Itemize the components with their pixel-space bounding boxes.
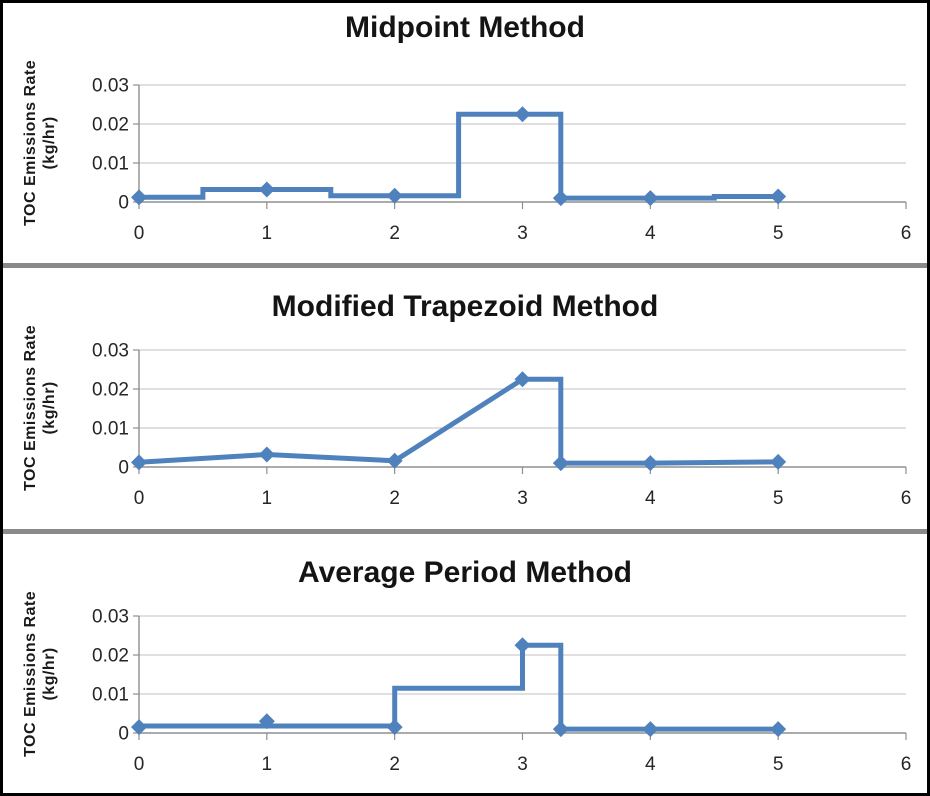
x-tick-label: 0 [134,223,145,244]
x-tick-label: 1 [262,754,273,775]
y-tick-label: 0.03 [92,341,129,362]
chart-title-average-period: Average Period Method [298,556,632,589]
x-tick-label: 4 [645,488,656,509]
data-point-marker [642,190,659,207]
data-point-marker [386,452,403,469]
data-point-marker [258,713,275,730]
data-point-marker [514,371,531,388]
data-point-marker [514,106,531,123]
panel-separator [3,529,927,534]
y-tick-label: 0.03 [92,607,129,628]
data-series-line [139,642,779,732]
x-tick-label: 1 [262,488,273,509]
chart-title-midpoint: Midpoint Method [345,11,585,44]
y-tick-label: 0.02 [92,115,129,136]
x-tick-label: 4 [645,754,656,775]
data-point-marker [131,189,147,206]
y-tick-label: 0.01 [92,419,129,440]
data-point-marker [258,181,275,198]
data-point-marker [386,719,403,736]
x-tick-label: 3 [517,488,528,509]
data-point-marker [770,188,787,205]
plot-area-midpoint: 0 0.01 0.02 0.03 0 1 2 3 4 5 6 [92,76,912,245]
chart-title-modified-trapezoid: Modified Trapezoid Method [271,290,659,323]
x-tick-label: 3 [517,754,528,775]
data-point-marker [770,721,787,738]
data-point-marker [770,453,787,470]
x-tick-label: 3 [517,223,528,244]
data-point-marker [514,637,531,654]
x-tick-label: 2 [389,754,400,775]
x-tick-label: 0 [134,754,145,775]
x-tick-label: 6 [901,754,912,775]
y-tick-label: 0 [118,193,129,214]
data-point-marker [552,190,569,207]
x-tick-label: 0 [134,488,145,509]
x-tick-label: 5 [773,223,784,244]
y-tick-label: 0.02 [92,646,129,667]
plot-area-modified-trapezoid: 0 0.01 0.02 0.03 0 1 2 3 4 5 6 [92,341,912,510]
data-series-line [138,376,779,466]
data-point-marker [552,455,569,472]
y-tick-label: 0.02 [92,380,129,401]
x-tick-label: 2 [389,488,400,509]
data-point-marker [386,187,403,204]
x-tick-label: 2 [389,223,400,244]
y-tick-label: 0.01 [92,154,129,175]
data-point-marker [642,721,659,738]
data-series-line [139,111,779,201]
x-tick-label: 4 [645,223,656,244]
data-point-marker [552,721,569,738]
y-tick-label: 0.01 [92,685,129,706]
data-point-marker [131,719,147,736]
data-point-marker [642,455,659,472]
y-tick-label: 0 [118,724,129,745]
x-tick-label: 5 [773,488,784,509]
x-tick-label: 6 [901,223,912,244]
panel-separator [3,263,927,268]
x-tick-label: 6 [901,488,912,509]
data-point-marker [258,446,275,463]
chart-panel-modified-trapezoid: Modified Trapezoid Method TOC Emissions … [3,268,927,529]
chart-panel-average-period: Average Period Method TOC Emissions Rate… [3,534,927,793]
x-tick-label: 5 [773,754,784,775]
chart-panel-midpoint: Midpoint Method TOC Emissions Rate (kg/h… [3,3,927,263]
plot-area-average-period: 0 0.01 0.02 0.03 0 1 2 3 4 5 6 [92,607,912,776]
data-point-marker [131,454,147,471]
x-tick-label: 1 [262,223,273,244]
y-tick-label: 0.03 [92,76,129,97]
y-tick-label: 0 [118,458,129,479]
